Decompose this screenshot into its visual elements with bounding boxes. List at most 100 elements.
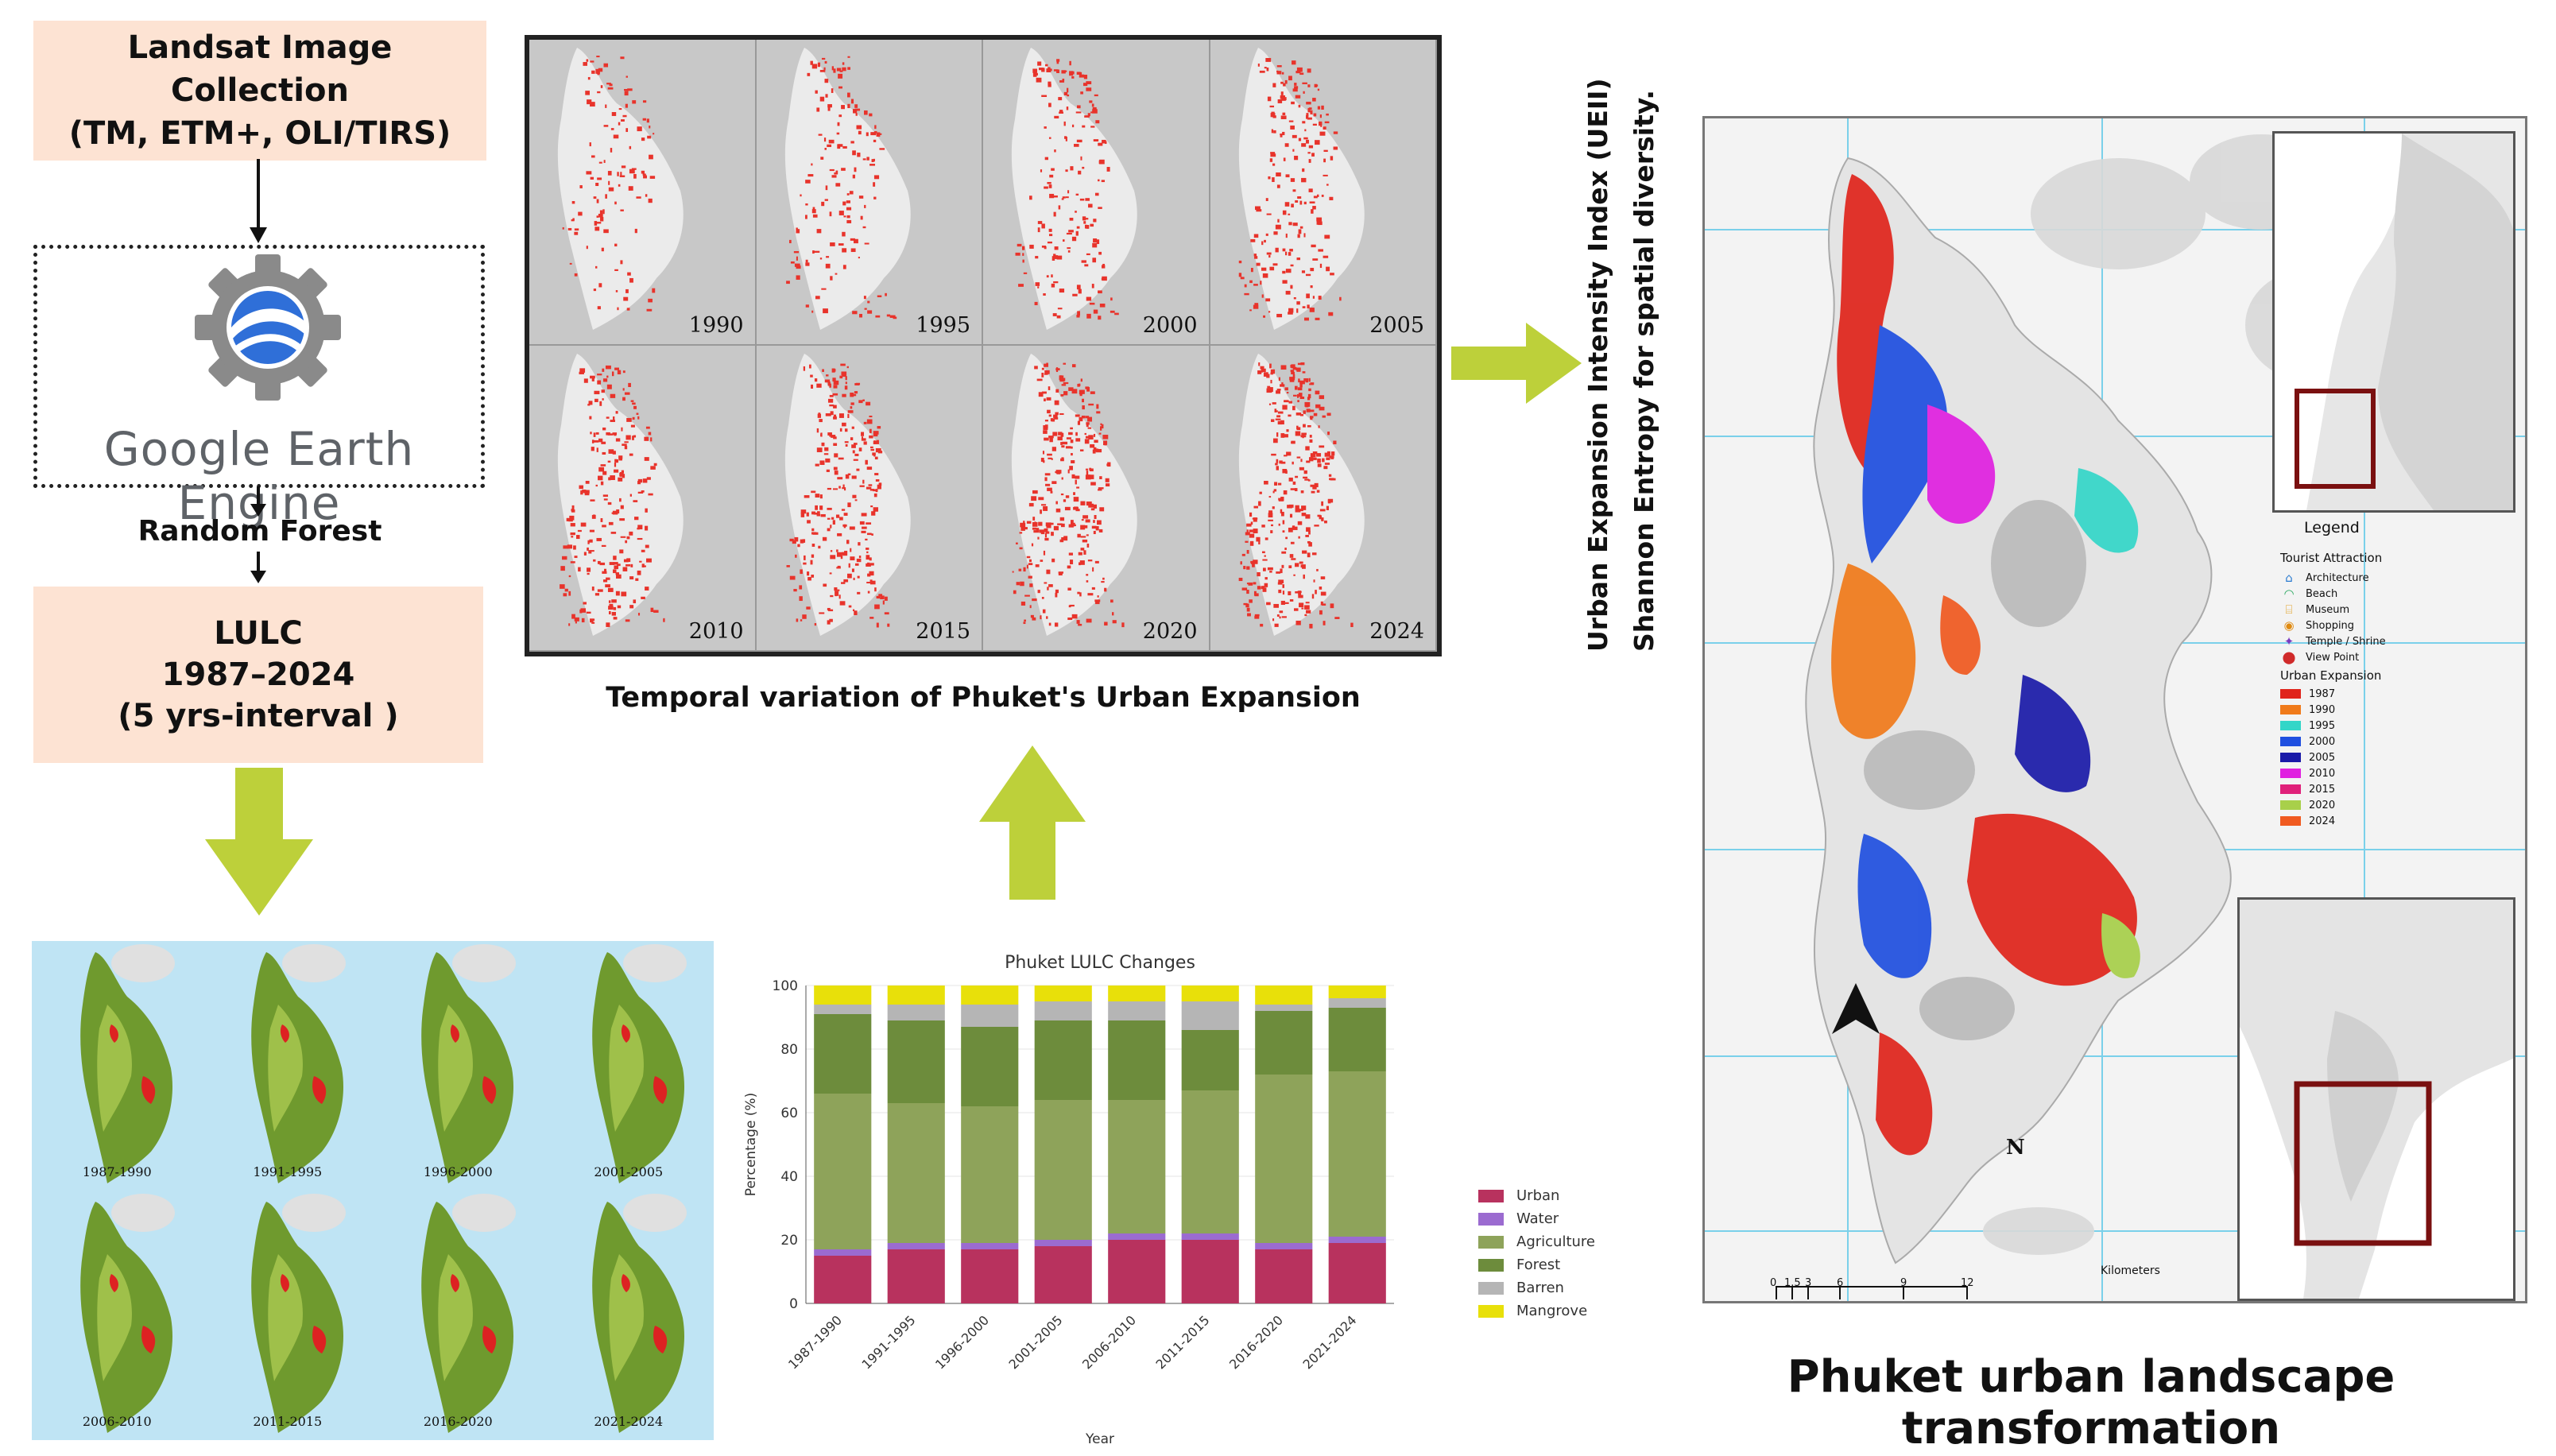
bar-segment [887, 1005, 945, 1020]
attraction-label: View Point [2306, 651, 2360, 664]
lulc-map-period: 2016-2020 [423, 1414, 493, 1429]
expansion-year: 2015 [2309, 783, 2336, 796]
expansion-year: 2020 [2309, 799, 2336, 811]
urban-map-island [1238, 48, 1365, 330]
x-tick-label: 2006-2010 [1079, 1312, 1139, 1372]
lulc-map-cell: 2016-2020 [373, 1191, 544, 1440]
urban-map-cell: 2005 [1210, 40, 1437, 346]
arrow-chart-to-urban [979, 745, 1086, 900]
expansion-year: 2010 [2309, 767, 2336, 780]
attraction-title: Tourist Attraction [2280, 551, 2383, 565]
expansion-swatch [2280, 721, 2301, 730]
arrow-collection-to-gee [250, 159, 267, 243]
bar-segment [814, 1249, 872, 1256]
expansion-list: 1987 1990 1995 2000 2005 2010 2015 2020 2024 [2280, 686, 2511, 829]
expansion-swatch [2280, 800, 2301, 810]
y-tick-label: 60 [780, 1106, 798, 1121]
bar-segment [961, 1027, 1019, 1106]
attraction-icon: ⌂ [2285, 571, 2293, 585]
urban-map-cell: 1995 [756, 40, 983, 346]
scale-bar-labels: 0 1.5 3 6 9 12 [1770, 1277, 2215, 1295]
bar-segment [1181, 1030, 1239, 1090]
urban-map-island [557, 354, 684, 636]
attraction-icon: ✦ [2283, 634, 2295, 649]
map-legend: Legend Tourist Attraction ⌂ Architecture ◠… [2280, 519, 2511, 1012]
urban-map-island [1011, 48, 1137, 330]
x-tick-label: 1991-1995 [858, 1312, 918, 1372]
bar-segment [1034, 1001, 1092, 1020]
attraction-item: ⬤ View Point [2280, 649, 2511, 665]
urban-map-island [557, 48, 684, 330]
bar-segment [1108, 1020, 1166, 1100]
urban-panel-caption: Temporal variation of Phuket's Urban Exp… [606, 682, 1361, 714]
bar-segment [1255, 1011, 1313, 1075]
bar-segment [1181, 1001, 1239, 1030]
attraction-item: ◠ Beach [2280, 586, 2511, 602]
legend-label: Mangrove [1516, 1303, 1587, 1319]
attraction-label: Architecture [2306, 571, 2369, 584]
expansion-year: 2005 [2309, 751, 2336, 764]
lulc-map-island [591, 944, 687, 1183]
lulc-box: LULC 1987–2024 (5 yrs-interval ) [33, 587, 483, 763]
attraction-item: ⌸ Museum [2280, 602, 2511, 618]
bar-segment [1108, 986, 1166, 1001]
attraction-label: Museum [2306, 603, 2350, 616]
bar-segment [961, 986, 1019, 1005]
legend-swatch [1478, 1236, 1504, 1249]
lulc-map-period: 2001-2005 [594, 1164, 664, 1179]
chart-title: Phuket LULC Changes [1005, 953, 1195, 973]
attraction-item: ⌂ Architecture [2280, 570, 2511, 586]
bar-segment [961, 1243, 1019, 1249]
bar-segment [814, 986, 872, 1005]
bar-segment [1034, 1100, 1092, 1240]
legend-swatch [1478, 1259, 1504, 1272]
attraction-list: ⌂ Architecture ◠ Beach ⌸ Museum ◉ Shopping ✦ Temp… [2280, 570, 2511, 665]
scale-tick: 12 [1961, 1277, 1974, 1289]
scale-tick: 6 [1837, 1277, 1844, 1289]
urban-expansion-panel: 1990 1995 2000 2005 2010 2015 2020 2024 [525, 35, 1442, 656]
legend-swatch [1478, 1305, 1504, 1318]
lulc-map-island [421, 944, 516, 1183]
lulc-map-cell: 1987-1990 [32, 941, 203, 1191]
x-tick-label: 2021-2024 [1299, 1312, 1359, 1372]
legend-label: Water [1516, 1210, 1559, 1227]
bar-segment [1181, 1240, 1239, 1303]
north-arrow-icon [1832, 983, 1880, 1034]
lulc-map-period: 2006-2010 [82, 1414, 152, 1429]
y-tick-label: 80 [780, 1042, 798, 1058]
x-tick-label: 1996-2000 [932, 1312, 992, 1372]
urban-map-cell: 2015 [756, 346, 983, 652]
x-tick-label: 2001-2005 [1005, 1312, 1065, 1372]
entropy-label: Shannon Entropy for spatial diversity. [1628, 90, 1659, 652]
lulc-map-period: 1987-1990 [82, 1164, 152, 1179]
urban-map-year: 2005 [1369, 313, 1424, 338]
lulc-map-period: 1996-2000 [423, 1164, 493, 1179]
bar-segment [1328, 1243, 1386, 1303]
expansion-item: 1990 [2280, 702, 2511, 718]
scale-tick: 9 [1900, 1277, 1907, 1289]
scale-tick: 3 [1805, 1277, 1812, 1289]
expansion-swatch [2280, 816, 2301, 826]
lulc-map-island [80, 944, 175, 1183]
lulc-map-cell: 2001-2005 [544, 941, 715, 1191]
bar-segment [961, 1106, 1019, 1243]
lulc-stacked-bar-chart: Phuket LULC Changes 0 20 40 60 80 100 1987-1990… [743, 953, 1595, 1446]
legend-label: Agriculture [1516, 1233, 1595, 1250]
urban-map-year: 2024 [1369, 619, 1424, 644]
bar-segment [887, 986, 945, 1005]
lulc-map-island [80, 1194, 175, 1433]
x-tick-label: 2016-2020 [1226, 1312, 1286, 1372]
lulc-map-period: 2011-2015 [253, 1414, 323, 1429]
bar-segment [814, 1094, 872, 1249]
y-tick-label: 20 [780, 1233, 798, 1249]
urban-map-island [1011, 354, 1137, 636]
expansion-swatch [2280, 689, 2301, 699]
bar-segment [1328, 1237, 1386, 1243]
bar-segment [1328, 1071, 1386, 1237]
bar-segment [1328, 986, 1386, 998]
bar-segment [1108, 1100, 1166, 1233]
expansion-year: 2024 [2309, 815, 2336, 827]
gee-logo-label: Google Earth Engine [103, 422, 415, 530]
urban-map-year: 2010 [688, 619, 744, 644]
attraction-label: Beach [2306, 587, 2338, 600]
